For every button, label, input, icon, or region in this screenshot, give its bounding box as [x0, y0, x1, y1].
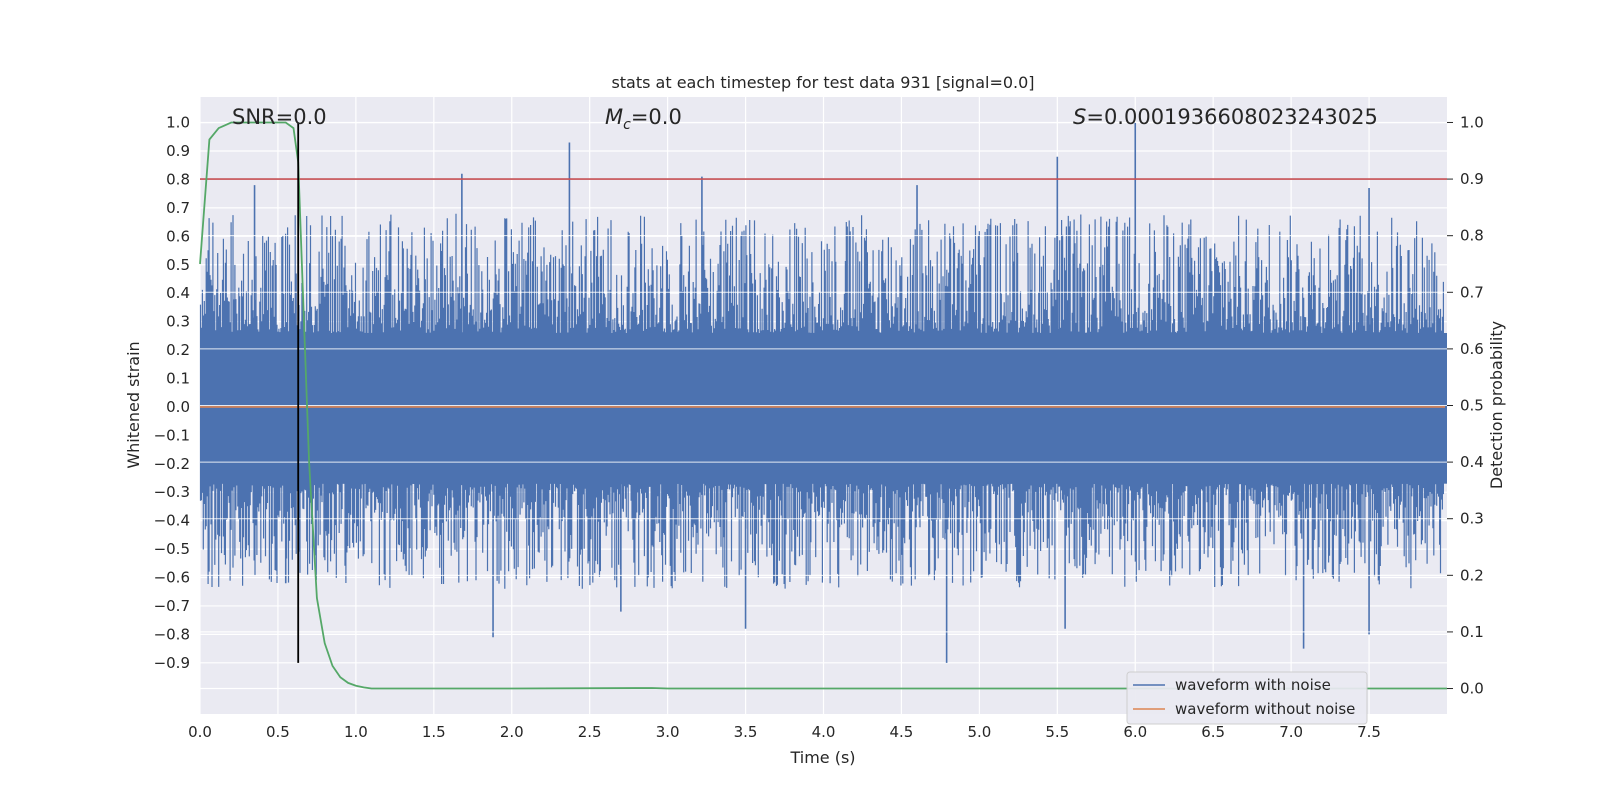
- chirp-mass-annotation: Mc=0.0: [605, 105, 682, 133]
- y-left-tick-label: −0.2: [154, 455, 190, 473]
- y-left-tick-label: −0.3: [154, 483, 190, 501]
- x-tick-label: 1.0: [344, 723, 368, 741]
- x-tick-label: 4.0: [812, 723, 836, 741]
- y-right-tick-label: 0.1: [1460, 623, 1484, 641]
- snr-annotation: SNR=0.0: [232, 105, 327, 129]
- score-symbol: S: [1073, 105, 1086, 129]
- y-left-tick-label: 1.0: [166, 114, 190, 132]
- x-tick-label: 2.0: [500, 723, 524, 741]
- x-tick-label: 2.5: [578, 723, 602, 741]
- y-left-tick-label: −0.9: [154, 654, 190, 672]
- x-tick-label: 5.0: [967, 723, 991, 741]
- detection-probability-line: [199, 121, 1447, 690]
- axes: 0.0 0.5 1.0 1.5 2.0 2.5 3.0 3.5 4.0 4.5 5.0 5.5 6.0 6…: [154, 113, 1484, 741]
- x-tick-label: 3.0: [656, 723, 680, 741]
- y-left-tick-label: 0.1: [166, 369, 190, 387]
- y-axis-label-right: Detection probability: [1487, 321, 1506, 489]
- x-tick-label: 6.5: [1201, 723, 1225, 741]
- y-right-tick-label: 0.7: [1460, 283, 1484, 301]
- y-left-tick-label: −0.6: [154, 569, 190, 587]
- y-left-tick-label: −0.7: [154, 597, 190, 615]
- score-value: =0.0001936608023243025: [1086, 105, 1378, 129]
- y-right-tick-label: 0.0: [1460, 680, 1484, 698]
- y-left-tick-label: 0.9: [166, 142, 190, 160]
- y-left-tick-label: −0.5: [154, 540, 190, 558]
- y-right-tick-label: 0.4: [1460, 453, 1484, 471]
- score-annotation: S=0.0001936608023243025: [1073, 105, 1378, 129]
- y-left-tick-label: 0.6: [166, 227, 190, 245]
- legend-box: [1126, 671, 1368, 725]
- x-tick-label: 5.5: [1045, 723, 1069, 741]
- x-tick-label: 0.0: [188, 723, 212, 741]
- chirp-mass-symbol: M: [605, 105, 623, 129]
- y-left-tick-label: 0.7: [166, 199, 190, 217]
- x-tick-label: 4.5: [890, 723, 914, 741]
- y-left-tick-label: 0.0: [166, 398, 190, 416]
- y-right-tick-label: 0.3: [1460, 510, 1484, 528]
- y-left-tick-label: 0.5: [166, 256, 190, 274]
- x-tick-label: 3.5: [734, 723, 758, 741]
- y-left-tick-label: 0.4: [166, 284, 190, 302]
- y-right-tick-label: 0.2: [1460, 566, 1484, 584]
- plot-area: [199, 121, 1447, 690]
- y-right-tick-label: 0.6: [1460, 340, 1484, 358]
- chirp-mass-subscript: c: [623, 117, 631, 133]
- chart-title: stats at each timestep for test data 931…: [611, 73, 1034, 92]
- y-left-tick-label: −0.4: [154, 512, 190, 530]
- y-right-tick-label: 0.5: [1460, 397, 1484, 415]
- x-tick-label: 1.5: [422, 723, 446, 741]
- y-axis-label-left: Whitened strain: [124, 341, 143, 468]
- x-tick-label: 6.0: [1123, 723, 1147, 741]
- y-right-tick-label: 1.0: [1460, 113, 1484, 131]
- y-left-tick-label: 0.8: [166, 170, 190, 188]
- y-left-tick-label: −0.8: [154, 625, 190, 643]
- x-axis-label: Time (s): [789, 748, 855, 767]
- legend-label-clean: waveform without noise: [1175, 700, 1355, 718]
- legend: waveform with noise waveform without noi…: [1126, 671, 1368, 725]
- y-right-tick-label: 0.9: [1460, 170, 1484, 188]
- y-right-tick-label: 0.8: [1460, 227, 1484, 245]
- y-left-tick-label: 0.3: [166, 313, 190, 331]
- y-left-tick-label: −0.1: [154, 426, 190, 444]
- x-tick-label: 0.5: [266, 723, 290, 741]
- legend-label-noise: waveform with noise: [1175, 676, 1331, 694]
- y-left-tick-label: 0.2: [166, 341, 190, 359]
- x-tick-label: 7.0: [1279, 723, 1303, 741]
- x-tick-label: 7.5: [1357, 723, 1381, 741]
- chirp-mass-value: =0.0: [631, 105, 682, 129]
- noise-waveform-band: [200, 332, 1447, 484]
